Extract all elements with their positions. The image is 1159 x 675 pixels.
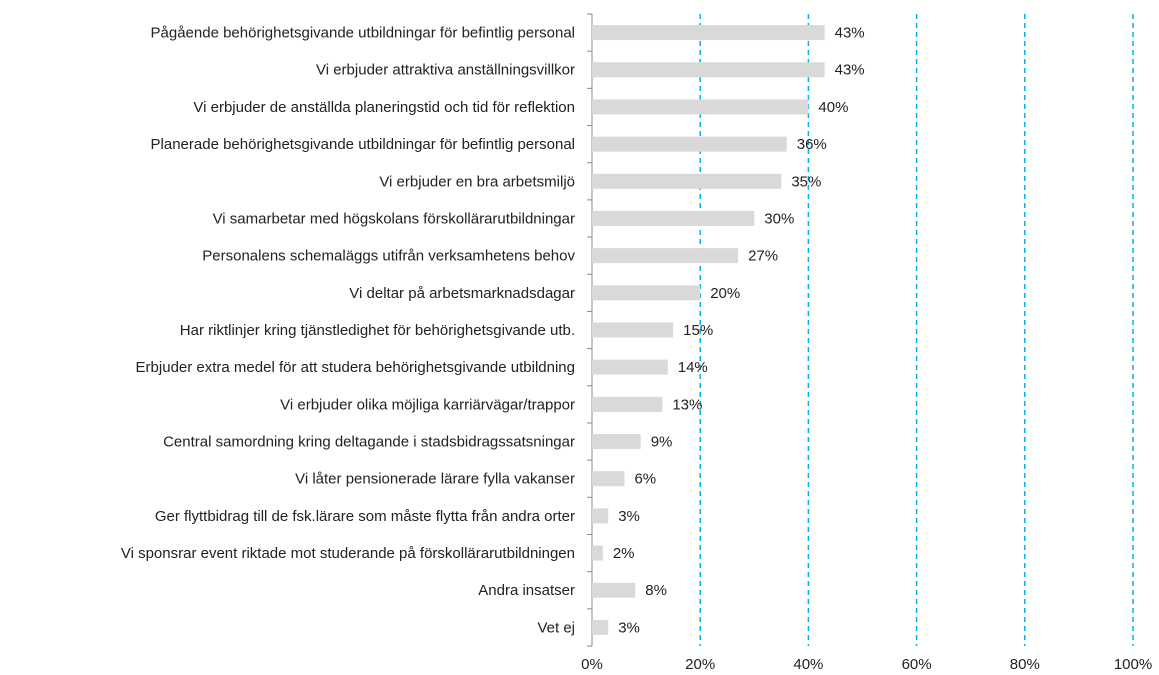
bar [592,619,609,635]
bar [592,359,668,375]
x-tick-label: 0% [581,656,603,673]
bar [592,582,636,598]
x-tick-label: 100% [1114,656,1152,673]
y-tick-label: Vi samarbetar med högskolans förskollära… [213,210,575,227]
data-label: 35% [791,173,821,190]
data-label: 15% [683,322,713,339]
data-label: 43% [835,25,865,42]
data-label: 13% [672,396,702,413]
y-tick-label: Erbjuder extra medel för att studera beh… [136,359,575,376]
bar [592,210,755,226]
y-tick-label: Vi erbjuder attraktiva anställningsvillk… [316,62,575,79]
bar [592,62,825,78]
data-label: 3% [618,508,640,525]
y-tick-label: Pågående behörighetsgivande utbildningar… [151,25,575,42]
bar [592,471,625,487]
y-tick-label: Vi deltar på arbetsmarknadsdagar [349,285,575,302]
data-label: 9% [651,433,673,450]
data-label: 8% [645,582,667,599]
bar [592,173,782,189]
bar [592,508,609,524]
y-tick-label: Vi sponsrar event riktade mot studerande… [121,545,575,562]
data-label: 20% [710,285,740,302]
y-tick-label: Vi erbjuder olika möjliga karriärvägar/t… [280,396,575,413]
y-tick-label: Personalens schemaläggs utifrån verksamh… [202,248,575,265]
bar [592,434,641,450]
bar [592,136,787,152]
y-tick-label: Vet ej [537,619,575,636]
bar [592,248,739,264]
bar [592,396,663,412]
bar [592,99,809,115]
x-tick-label: 60% [902,656,932,673]
y-tick-label: Ger flyttbidrag till de fsk.lärare som m… [155,508,575,525]
y-tick-label: Vi erbjuder en bra arbetsmiljö [379,173,575,190]
data-label: 43% [835,62,865,79]
bar [592,545,603,561]
y-tick-label: Har riktlinjer kring tjänstledighet för … [180,322,575,339]
bar [592,285,701,301]
data-label: 2% [613,545,635,562]
bar [592,25,825,41]
bar [592,322,674,338]
data-label: 36% [797,136,827,153]
y-tick-label: Planerade behörighetsgivande utbildninga… [151,136,575,153]
y-tick-label: Andra insatser [478,582,575,599]
y-tick-label: Vi låter pensionerade lärare fylla vakan… [295,471,575,488]
x-tick-label: 40% [793,656,823,673]
y-tick-label: Central samordning kring deltagande i st… [163,433,575,450]
data-label: 14% [678,359,708,376]
x-tick-label: 20% [685,656,715,673]
data-label: 27% [748,248,778,265]
data-label: 30% [764,210,794,227]
x-tick-label: 80% [1010,656,1040,673]
data-label: 40% [818,99,848,116]
y-tick-label: Vi erbjuder de anställda planeringstid o… [193,99,575,116]
data-label: 6% [634,471,656,488]
data-label: 3% [618,619,640,636]
